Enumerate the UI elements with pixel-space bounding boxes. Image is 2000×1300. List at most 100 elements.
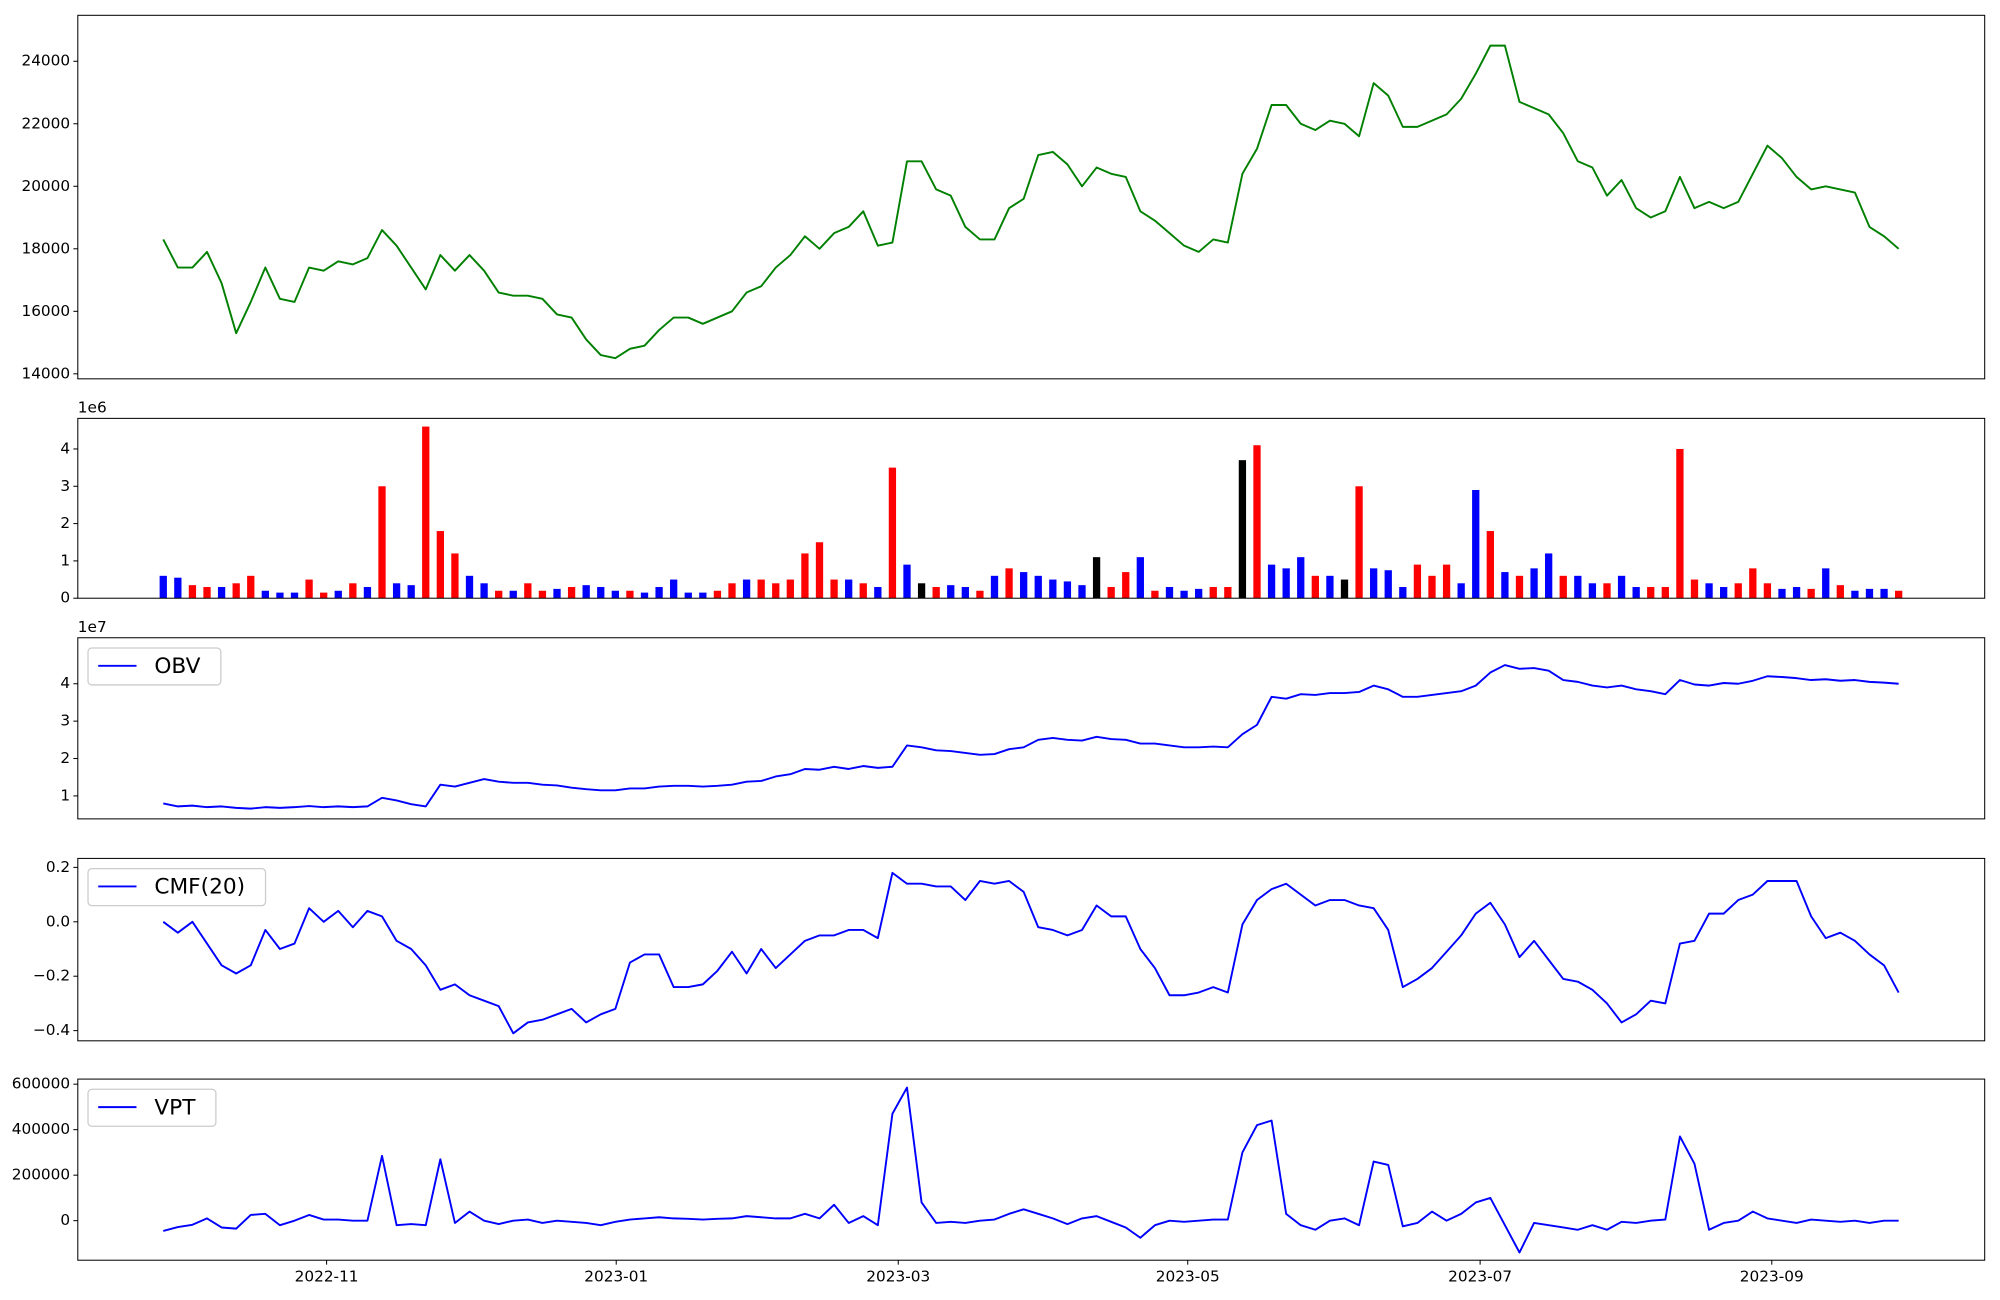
bar	[1136, 557, 1144, 599]
bar	[1763, 583, 1772, 599]
bar	[567, 587, 576, 599]
bar	[1049, 579, 1057, 599]
bar	[903, 564, 911, 599]
line	[162, 871, 1900, 1035]
bar	[655, 587, 663, 599]
bar	[553, 588, 561, 599]
x-tick-label: 2022-11	[295, 1267, 359, 1285]
bar	[422, 426, 430, 599]
bar	[786, 579, 794, 599]
bar	[290, 592, 299, 599]
bar	[1063, 581, 1072, 599]
plot-frame	[77, 637, 1986, 820]
bar	[509, 590, 517, 599]
bar	[1778, 588, 1786, 599]
bar	[1428, 575, 1436, 599]
bar	[217, 587, 226, 599]
bar	[1165, 587, 1174, 599]
y-tick-label: 22000	[21, 114, 70, 132]
bar	[626, 590, 634, 599]
bar	[1676, 448, 1684, 599]
bar	[1399, 587, 1407, 599]
y-tick-label: 0.0	[46, 912, 70, 930]
bar	[1486, 531, 1494, 599]
bar	[874, 587, 882, 599]
bar	[888, 467, 897, 599]
line	[163, 1086, 1899, 1254]
bar	[1603, 583, 1611, 599]
bar	[1749, 568, 1757, 599]
bar	[1632, 587, 1640, 599]
bar	[1107, 587, 1115, 599]
bar	[1895, 590, 1903, 599]
bar	[1807, 588, 1815, 599]
bar	[699, 592, 707, 599]
bar	[830, 579, 838, 599]
plot-frame	[77, 14, 1986, 380]
bar	[947, 585, 955, 599]
bar	[917, 583, 926, 599]
bar	[188, 585, 197, 599]
x-tick-label: 2023-07	[1448, 1267, 1512, 1285]
y-tick-label: 14000	[21, 364, 70, 382]
y-tick-label: 3	[60, 712, 70, 730]
bar	[349, 583, 357, 599]
bar	[451, 553, 459, 599]
bar	[1151, 590, 1159, 599]
bar	[305, 579, 313, 599]
bar	[320, 592, 328, 599]
bar	[1005, 568, 1013, 599]
line	[163, 664, 1899, 810]
bar	[495, 590, 503, 599]
bar	[815, 542, 824, 599]
y-tick-label: 18000	[21, 239, 70, 257]
y-tick-label: 0.2	[46, 858, 70, 876]
bar	[392, 583, 401, 599]
bar	[334, 590, 342, 599]
y-tick-label: −0.2	[33, 967, 70, 985]
legend-label: CMF(20)	[154, 875, 245, 900]
bar	[276, 592, 284, 599]
bar	[684, 592, 692, 599]
legend-label: VPT	[154, 1095, 196, 1120]
bar	[1880, 588, 1888, 599]
bar	[1501, 572, 1509, 599]
y-tick-label: 2	[60, 514, 70, 532]
bar	[611, 590, 619, 599]
bar	[1530, 568, 1538, 599]
bar	[1209, 587, 1217, 599]
bar	[1472, 490, 1480, 599]
y-tick-label: 0	[60, 1211, 70, 1229]
bar	[670, 579, 678, 599]
bar	[640, 592, 649, 599]
y-tick-label: 1	[60, 786, 70, 804]
bar	[1822, 568, 1830, 599]
bar	[1588, 583, 1597, 599]
bar	[990, 575, 999, 599]
bar	[465, 575, 474, 599]
bar	[1340, 579, 1349, 599]
bar	[1282, 568, 1290, 599]
y-tick-label: 20000	[21, 177, 70, 195]
bar	[1720, 587, 1728, 599]
bar	[407, 585, 415, 599]
y-tick-label: 24000	[21, 52, 70, 70]
bar	[1092, 557, 1101, 599]
bar	[976, 590, 984, 599]
bar	[772, 583, 780, 599]
y-tick-label: 4	[60, 439, 70, 457]
x-tick-label: 2023-01	[584, 1267, 648, 1285]
bar	[1370, 568, 1378, 599]
bar	[1617, 575, 1626, 599]
bar	[1384, 570, 1392, 599]
y-tick-label: 4	[60, 674, 70, 692]
bar	[1224, 587, 1232, 599]
bar	[1355, 486, 1363, 599]
bar	[961, 587, 969, 599]
bar	[524, 583, 532, 599]
bar	[1647, 587, 1655, 599]
bar	[1457, 583, 1465, 599]
plot-frame	[77, 1078, 1986, 1261]
bar	[582, 585, 590, 599]
bar	[1253, 445, 1261, 599]
